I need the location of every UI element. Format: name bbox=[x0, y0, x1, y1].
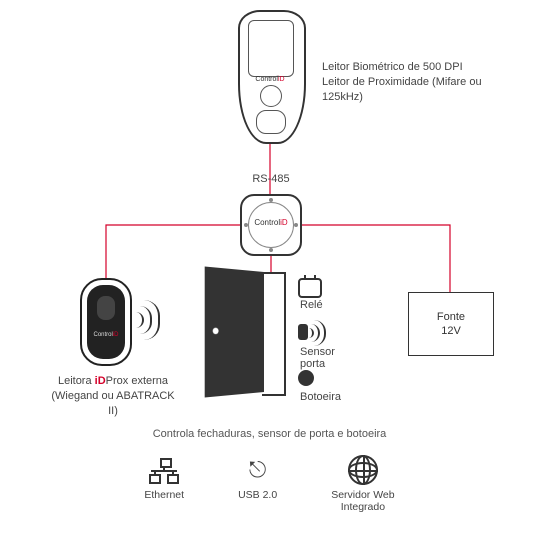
brand-label: ControliD bbox=[230, 76, 310, 83]
push-button-icon bbox=[298, 370, 314, 386]
webserver-item: Servidor Web Integrado bbox=[331, 455, 394, 513]
bus-label: RS-485 bbox=[240, 172, 302, 187]
rf-waves-icon bbox=[136, 296, 166, 344]
external-reader: ControliD bbox=[80, 278, 132, 366]
relay-icon bbox=[298, 278, 322, 298]
ethernet-item: Ethernet bbox=[144, 455, 184, 513]
connectivity-row: Ethernet ⎋ USB 2.0 Servidor Web Integrad… bbox=[0, 455, 539, 513]
relay-label: Relé bbox=[300, 298, 323, 313]
diagram-caption: Controla fechaduras, sensor de porta e b… bbox=[0, 428, 539, 440]
door-icon bbox=[200, 272, 290, 392]
push-button-label: Botoeira bbox=[300, 390, 341, 405]
ethernet-icon bbox=[144, 455, 184, 485]
controller-hub: ControliD bbox=[240, 194, 302, 256]
biometric-reader: ControliD bbox=[230, 10, 310, 160]
reader-spec-label: Leitor Biométrico de 500 DPI Leitor de P… bbox=[322, 60, 522, 105]
usb-item: ⎋ USB 2.0 bbox=[238, 455, 277, 513]
external-reader-label: Leitora iDProx externa (Wiegand ou ABATR… bbox=[48, 374, 178, 419]
globe-icon bbox=[331, 455, 394, 485]
power-supply: Fonte 12V bbox=[408, 292, 494, 356]
door-sensor-label: Sensor porta bbox=[300, 346, 335, 370]
usb-icon: ⎋ bbox=[238, 455, 277, 485]
